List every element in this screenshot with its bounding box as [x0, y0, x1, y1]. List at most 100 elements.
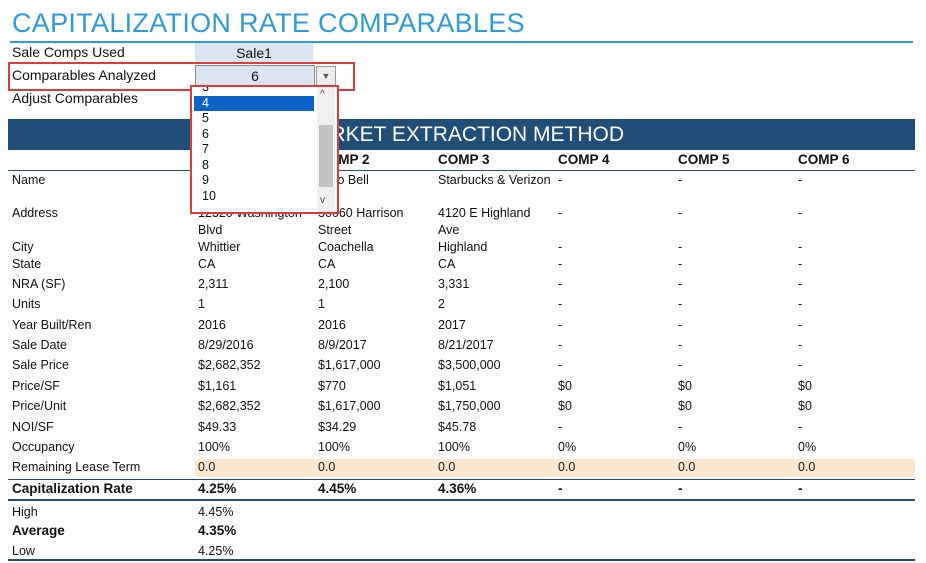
cell: 1	[198, 297, 205, 311]
cell: -	[798, 206, 803, 220]
cell: 1	[318, 297, 325, 311]
cell: -	[678, 358, 683, 372]
label: Adjust Comparables	[12, 90, 139, 106]
cell: -	[798, 240, 803, 254]
cell: 2,100	[318, 277, 350, 291]
row-label: Occupancy	[12, 440, 75, 454]
row-label: Remaining Lease Term	[12, 460, 141, 474]
scrollbar[interactable]: ^ v	[317, 87, 335, 212]
cell: 100%	[438, 440, 470, 454]
cell: -	[558, 206, 563, 220]
row-label: Sale Date	[12, 338, 67, 352]
dropdown-option[interactable]: 8	[202, 157, 209, 172]
scroll-thumb[interactable]	[319, 125, 333, 187]
cell: 2	[438, 297, 445, 311]
cell: -	[798, 297, 803, 311]
cell: -	[798, 173, 803, 187]
cell: -	[558, 257, 563, 271]
summary-label: Low	[12, 544, 35, 558]
cell: $1,161	[198, 379, 237, 393]
cell: 0%	[798, 440, 817, 454]
cell: -	[798, 338, 803, 352]
cell: $34.29	[318, 420, 357, 434]
cell: -	[678, 240, 683, 254]
cell: 3,331	[438, 277, 470, 291]
cell: $0	[798, 399, 812, 413]
summary-label: Average	[12, 523, 65, 538]
cell: -	[678, 338, 683, 352]
cell: 0%	[678, 440, 697, 454]
cell: -	[798, 420, 803, 434]
cell: -	[558, 338, 563, 352]
cell: 0.0	[318, 460, 336, 474]
row-label: Capitalization Rate	[12, 481, 133, 496]
cell: Coachella	[318, 240, 374, 254]
row-label: Price/Unit	[12, 399, 67, 413]
dropdown-option[interactable]: 9	[202, 173, 209, 187]
dropdown-option[interactable]: 4	[194, 95, 314, 111]
cell: 4.36%	[438, 481, 477, 496]
cell: Starbucks & Verizon	[438, 173, 551, 187]
cell: CA	[198, 257, 216, 271]
cell: $3,500,000	[438, 358, 501, 372]
cell: $49.33	[198, 420, 237, 434]
cell: -	[558, 173, 563, 187]
row-label: Name	[12, 173, 46, 187]
sale-comps-cell[interactable]: Sale1	[195, 43, 313, 64]
cell: -	[798, 257, 803, 271]
cell: -	[798, 481, 803, 496]
title: CAPITALIZATION RATE COMPARABLES	[12, 8, 525, 38]
cell: 4.45%	[318, 481, 357, 496]
cell: -	[678, 297, 683, 311]
title-rule	[10, 41, 913, 43]
dropdown-option[interactable]: 5	[202, 111, 209, 125]
summary-label: High	[12, 505, 38, 519]
cell: $0	[558, 399, 572, 413]
cell: 100%	[198, 440, 230, 454]
dropdown-option[interactable]: 10	[202, 188, 216, 203]
cell: -	[558, 358, 563, 372]
cell: -	[798, 358, 803, 372]
cell: 4120 E Highland Ave	[438, 206, 531, 237]
cell: $2,682,352	[198, 358, 261, 372]
summary-value: 4.35%	[198, 523, 237, 538]
cell: $0	[798, 379, 812, 393]
cell: 100%	[318, 440, 350, 454]
cell: -	[678, 277, 683, 291]
cell: $770	[318, 379, 346, 393]
cell: -	[678, 481, 683, 496]
scroll-down[interactable]: v	[320, 195, 325, 206]
dropdown-option[interactable]: 3	[202, 85, 209, 94]
column-header: COMP 3	[438, 152, 490, 167]
highlight-row	[195, 459, 915, 477]
cell: $0	[678, 379, 692, 393]
dropdown-button[interactable]: ▼	[316, 66, 336, 87]
row-label: Address	[12, 206, 58, 220]
cell: 4.25%	[198, 481, 237, 496]
cell: $2,682,352	[198, 399, 261, 413]
section-banner: MARKET EXTRACTION METHOD	[8, 119, 915, 150]
cell: 0.0	[798, 460, 816, 474]
cell: -	[798, 277, 803, 291]
cell: 2016	[318, 318, 346, 332]
cell: -	[558, 481, 563, 496]
column-header: COMP 6	[798, 152, 850, 167]
rule	[8, 479, 915, 480]
row-label: NRA (SF)	[12, 277, 66, 291]
header-rule	[8, 170, 915, 171]
cell: CA	[438, 257, 456, 271]
row-label: State	[12, 257, 42, 271]
cell: CA	[318, 257, 336, 271]
cell: 2017	[438, 318, 466, 332]
column-header: COMP 4	[558, 152, 610, 167]
dropdown-option[interactable]: 7	[202, 142, 209, 156]
dropdown-option[interactable]: 6	[202, 126, 209, 141]
cell: -	[558, 277, 563, 291]
cell: -	[558, 297, 563, 311]
cell: -	[798, 318, 803, 332]
cell: 0%	[558, 440, 577, 454]
label: Comparables Analyzed	[12, 67, 156, 83]
bottom-rule	[8, 559, 915, 561]
cell: 0.0	[198, 460, 216, 474]
scroll-up[interactable]: ^	[320, 89, 325, 100]
